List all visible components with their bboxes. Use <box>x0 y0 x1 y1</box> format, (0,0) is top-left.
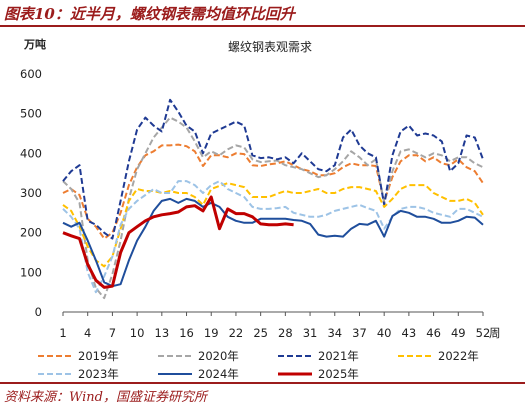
series-line-3 <box>62 182 484 268</box>
y-tick-label: 500 <box>20 107 42 121</box>
x-tick-label: 10 <box>130 326 145 340</box>
x-tick-label: 52 <box>476 326 491 340</box>
legend-label: 2024年 <box>198 367 239 381</box>
y-unit-label: 万吨 <box>23 37 46 51</box>
x-tick-label: 16 <box>179 326 194 340</box>
x-tick-label: 25 <box>253 326 268 340</box>
y-tick-label: 200 <box>20 226 42 240</box>
y-tick-label: 0 <box>35 305 42 319</box>
legend-label: 2025年 <box>318 367 359 381</box>
chart-title: 螺纹钢表观需求 <box>228 40 312 54</box>
chart: 万吨 螺纹钢表观需求 0 100 200 300 400 500 600 1 4 7 10 13 16… <box>20 37 501 381</box>
y-tick-label: 600 <box>20 67 42 81</box>
legend-label: 2022年 <box>438 349 479 363</box>
series-line-0 <box>62 143 484 240</box>
source-rule <box>0 382 525 384</box>
x-tick-label: 43 <box>402 326 417 340</box>
x-tick-label: 40 <box>377 326 392 340</box>
x-tick-label: 34 <box>327 326 342 340</box>
y-axis-ticks: 0 100 200 300 400 500 600 <box>20 67 42 319</box>
figure-title: 图表10：近半月，螺纹钢表需均值环比回升 <box>4 5 295 23</box>
x-tick-label: 31 <box>303 326 318 340</box>
y-tick-label: 300 <box>20 186 42 200</box>
legend-label: 2021年 <box>318 349 359 363</box>
x-tick-label: 46 <box>426 326 441 340</box>
series-line-4 <box>62 180 484 294</box>
series-line-5 <box>62 197 484 288</box>
legend-label: 2020年 <box>198 349 239 363</box>
legend-label: 2019年 <box>78 349 119 363</box>
title-rule <box>0 25 525 27</box>
x-tick-label: 19 <box>204 326 219 340</box>
x-tick-label: 4 <box>84 326 91 340</box>
series-lines <box>62 98 484 300</box>
x-tick-label: 1 <box>59 326 66 340</box>
series-line-1 <box>62 116 484 300</box>
x-tick-label: 7 <box>109 326 116 340</box>
x-tick-label: 28 <box>278 326 293 340</box>
x-axis-ticks: 1 4 7 10 13 16 19 22 25 28 31 34 37 40 43 46 49 52 <box>59 312 490 340</box>
x-tick-label: 13 <box>155 326 170 340</box>
x-tick-label: 49 <box>451 326 466 340</box>
legend: 2019年 2020年 2021年 2022年 2023年 2024年 2025年 <box>38 349 479 381</box>
legend-label: 2023年 <box>78 367 119 381</box>
series-line-2 <box>62 98 484 240</box>
x-unit-label: 周 <box>489 326 501 340</box>
x-tick-label: 22 <box>229 326 244 340</box>
x-tick-label: 37 <box>352 326 367 340</box>
y-tick-label: 400 <box>20 146 42 160</box>
y-tick-label: 100 <box>20 265 42 279</box>
source-note: 资料来源：Wind，国盛证券研究所 <box>4 390 207 405</box>
series-line-6 <box>62 195 294 289</box>
